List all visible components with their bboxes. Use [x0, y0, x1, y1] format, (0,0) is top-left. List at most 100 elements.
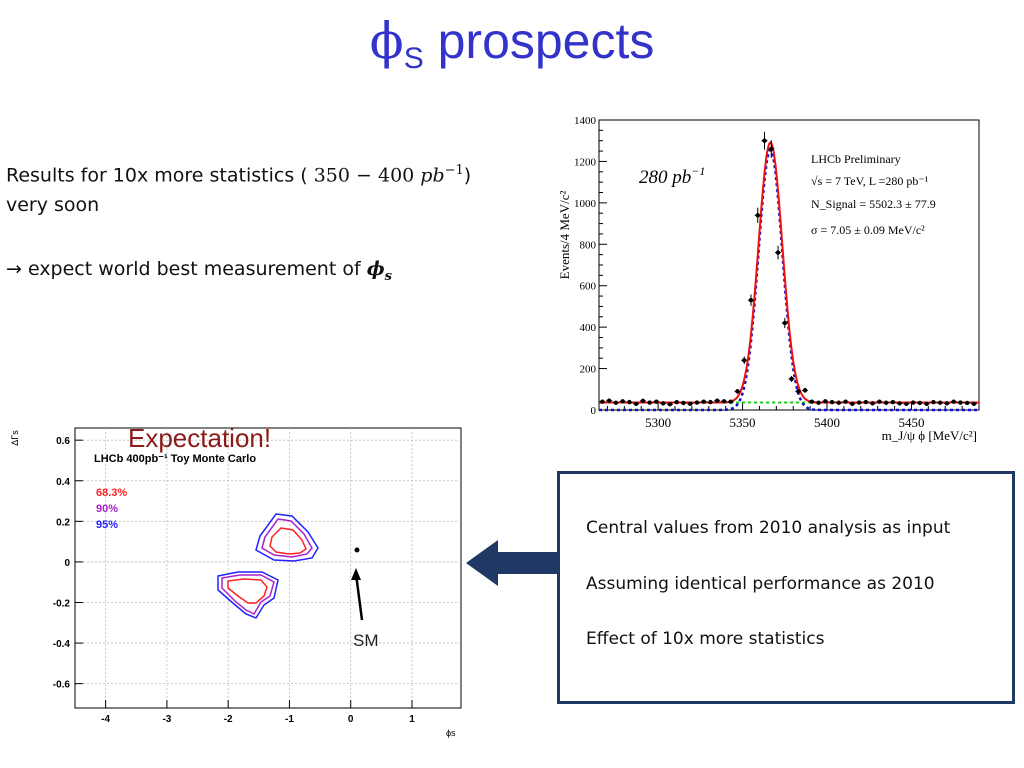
legend-line-2: √s = 7 TeV, L =280 pb⁻¹	[811, 174, 929, 188]
bullet-world-best: → expect world best measurement of ϕs	[6, 258, 392, 284]
contour-ylabel: ΔΓs	[10, 430, 20, 446]
mass-ytick-label: 1400	[574, 115, 597, 127]
cl-95-label: 95%	[96, 519, 118, 531]
data-point	[694, 400, 700, 405]
mass-xtick-label: 5350	[730, 415, 756, 430]
data-point	[924, 401, 929, 406]
contour-ticks: 0.6 0.4 0.2 0 -0.2 -0.4 -0.6 -4 -3 -2 -1 0 1	[53, 436, 415, 725]
contour-title: LHCb 400pb⁻¹ Toy Monte Carlo	[94, 453, 256, 465]
mass-ytick-label: 400	[580, 322, 597, 334]
legend-line-1: LHCb Preliminary	[811, 152, 901, 166]
contour-upper-95	[255, 513, 319, 562]
data-point	[937, 400, 943, 405]
data-point	[755, 213, 760, 218]
contour-region-lower	[217, 571, 279, 619]
data-point	[802, 388, 808, 393]
mass-ytick-label: 600	[580, 281, 597, 293]
data-point	[796, 389, 801, 394]
data-point	[877, 399, 882, 404]
data-point	[728, 399, 733, 404]
contour-lower-95	[217, 571, 279, 619]
contour-ytick-label: -0.6	[53, 680, 71, 691]
data-point	[829, 399, 835, 405]
data-point	[606, 398, 612, 403]
contour-upper-90	[261, 518, 313, 558]
contour-xtick-label: -4	[101, 714, 110, 725]
mass-plot-ticks: 0 200 400 600 800 1000 1200 1400 5300 5350 5400 545…	[574, 115, 980, 430]
data-point	[681, 400, 686, 406]
mass-xtick-label: 5400	[814, 415, 840, 430]
mass-plot-data-points	[599, 131, 977, 407]
contour-lower-90	[221, 574, 275, 615]
contour-ytick-label: 0.4	[56, 477, 70, 488]
data-point	[863, 399, 869, 405]
left-arrow-icon	[466, 540, 560, 586]
expectation-label: Expectation!	[128, 423, 271, 453]
contour-ytick-label: -0.4	[53, 639, 71, 650]
data-point	[883, 400, 889, 405]
bullet-statistics: Results for 10x more statistics ( 350 − …	[6, 163, 472, 187]
data-point	[951, 399, 956, 404]
mass-ylabel: Events/4 MeV/c²	[557, 191, 572, 280]
title-subscript: S	[403, 42, 424, 75]
data-point	[850, 401, 855, 406]
data-point	[823, 399, 828, 404]
data-point	[789, 376, 794, 382]
data-point	[870, 401, 875, 406]
contour-upper-68	[269, 527, 307, 555]
contour-plot: 0.6 0.4 0.2 0 -0.2 -0.4 -0.6 -4 -3 -2 -1 0 1 LHCb 40…	[10, 423, 462, 738]
data-point	[890, 399, 896, 405]
data-point	[613, 400, 619, 405]
data-point	[809, 399, 814, 404]
cl-68-label: 68.3%	[96, 487, 127, 499]
info-line-central-values: Central values from 2010 analysis as inp…	[586, 518, 951, 538]
info-box: Central values from 2010 analysis as inp…	[557, 471, 1015, 704]
data-point	[836, 400, 842, 405]
data-point	[782, 320, 787, 326]
sm-arrow-shaft	[354, 573, 364, 621]
data-point	[735, 389, 740, 394]
mass-ytick-label: 800	[580, 239, 597, 251]
data-point	[600, 399, 605, 404]
contour-xlabel: ϕs	[446, 728, 456, 738]
mass-ytick-label: 0	[591, 405, 597, 417]
data-point	[769, 146, 774, 152]
mass-distribution-plot: 0 200 400 600 800 1000 1200 1400 5300 5350 5400 545…	[557, 115, 980, 443]
data-point	[701, 399, 706, 404]
contour-plot-frame	[74, 427, 462, 709]
data-point	[708, 399, 713, 405]
data-point	[816, 400, 821, 405]
sm-label: SM	[353, 631, 379, 650]
mass-xtick-label: 5300	[645, 415, 671, 430]
legend-line-3: N_Signal = 5502.3 ± 77.9	[811, 197, 936, 211]
data-point	[640, 398, 646, 404]
info-line-identical-performance: Assuming identical performance as 2010	[586, 574, 935, 594]
contour-xtick-label: -3	[162, 714, 171, 725]
data-point	[667, 402, 673, 407]
data-point	[633, 401, 639, 406]
mass-ytick-label: 1200	[574, 156, 597, 168]
bullet-very-soon: very soon	[6, 194, 100, 216]
contour-ytick-label: 0	[64, 558, 70, 569]
mass-ytick-label: 1000	[574, 198, 597, 210]
mass-ytick-label: 200	[580, 364, 597, 376]
mass-xtick-label: 5450	[898, 415, 924, 430]
data-point	[904, 401, 909, 406]
data-point	[654, 399, 659, 404]
data-point	[964, 400, 970, 406]
data-point	[856, 400, 862, 405]
contour-xtick-label: 1	[409, 714, 415, 725]
lumi-label: 280 pb−1	[639, 164, 705, 188]
info-line-more-statistics: Effect of 10x more statistics	[586, 629, 825, 649]
data-point	[721, 399, 727, 404]
data-point	[762, 138, 767, 143]
data-point	[931, 399, 936, 405]
sm-arrow-head	[351, 568, 361, 580]
cl-90-label: 90%	[96, 503, 118, 515]
contour-grid	[75, 428, 461, 708]
data-point	[775, 250, 781, 255]
data-point	[627, 399, 632, 405]
data-point	[688, 401, 693, 406]
data-point	[897, 401, 902, 406]
data-point	[715, 398, 720, 403]
